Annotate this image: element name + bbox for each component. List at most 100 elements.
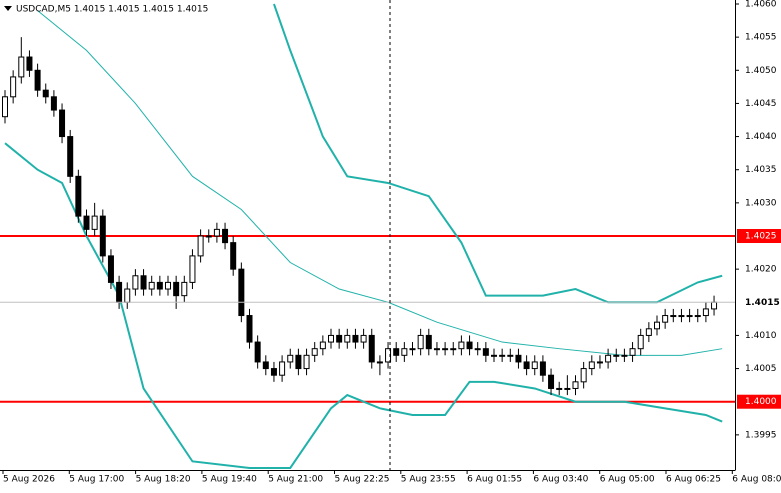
x-tick-label: 6 Aug 03:40	[533, 475, 588, 485]
x-tick-label: 6 Aug 05:00	[600, 475, 655, 485]
candle-body	[629, 348, 636, 356]
candle-body	[670, 315, 677, 318]
candle-body	[474, 348, 481, 351]
candle-body	[99, 215, 106, 257]
candle-body	[213, 228, 220, 237]
y-tick-label: 1.4035	[745, 165, 777, 175]
candle-body	[173, 281, 180, 297]
candle-body	[270, 368, 277, 376]
x-tick-label: 6 Aug 06:25	[666, 475, 721, 485]
bollinger-band	[37, 10, 723, 356]
candle-body	[385, 348, 392, 363]
candle-body	[319, 341, 326, 350]
candle-body	[246, 315, 253, 343]
y-tick-label: 1.3995	[745, 430, 777, 440]
candle-body	[360, 334, 367, 343]
candle-body	[50, 96, 57, 111]
candle-body	[26, 56, 33, 71]
level-label-bg	[737, 394, 781, 409]
candle-body	[711, 301, 718, 310]
candle-body	[181, 281, 188, 297]
candle-body	[482, 348, 489, 356]
candle-body	[287, 354, 294, 363]
candle-body	[295, 354, 302, 370]
candle-body	[238, 268, 245, 317]
candle-body	[458, 341, 465, 350]
candle-body	[189, 255, 196, 283]
candle-body	[230, 242, 237, 270]
candle-body	[596, 361, 603, 364]
plot-area	[0, 3, 735, 469]
candle-body	[662, 315, 669, 323]
menu-arrow	[4, 6, 12, 11]
last-price-bg	[737, 295, 781, 310]
y-tick-label: 1.4050	[745, 66, 777, 76]
candle-body	[637, 334, 644, 350]
candle-body	[556, 387, 563, 390]
candle-body	[328, 334, 334, 343]
y-tick-label: 1.4010	[745, 331, 777, 341]
candle-body	[539, 361, 546, 376]
y-tick-label: 1.4040	[745, 132, 777, 142]
candle-body	[368, 334, 375, 363]
x-tick-label: 6 Aug 01:55	[467, 475, 522, 485]
x-tick-label: 6 Aug 08:05	[732, 475, 781, 485]
x-tick-label: 5 Aug 17:00	[69, 475, 124, 485]
y-tick-label: 1.4030	[745, 198, 777, 208]
candle-body	[417, 334, 424, 350]
y-tick-label: 1.4055	[745, 33, 777, 43]
candle-body	[107, 255, 114, 283]
candle-body	[564, 387, 571, 390]
candle-body	[42, 89, 49, 98]
candle-body	[148, 281, 155, 290]
x-tick-label: 5 Aug 18:20	[136, 475, 191, 485]
candle-body	[91, 215, 98, 230]
candle-body	[694, 315, 701, 318]
candle-body	[531, 361, 538, 370]
candle-body	[702, 308, 709, 317]
level-label: 1.4000	[745, 397, 777, 407]
candle-body	[59, 109, 66, 138]
candle-body	[197, 235, 204, 257]
x-tick-label: 5 Aug 19:40	[202, 475, 257, 485]
y-tick-label: 1.4060	[745, 0, 777, 10]
candle-body	[466, 341, 473, 350]
y-tick-label: 1.4045	[745, 99, 777, 109]
candle-body	[262, 361, 269, 370]
candle-body	[523, 361, 530, 370]
candle-body	[34, 69, 41, 91]
candle-body	[409, 348, 416, 351]
candle-body	[686, 315, 693, 318]
candle-body	[18, 56, 25, 78]
y-tick-label: 1.4005	[745, 364, 777, 374]
candle-body	[580, 368, 587, 383]
candle-body	[156, 281, 163, 290]
candle-body	[222, 228, 229, 244]
candle-body	[548, 374, 555, 389]
x-tick-label: 5 Aug 23:55	[401, 475, 456, 485]
candle-body	[515, 354, 522, 363]
candle-body	[83, 215, 90, 230]
x-tick-label: 5 Aug 21:00	[268, 475, 323, 485]
chart-title: USDCAD,M5 1.4015 1.4015 1.4015 1.4015	[16, 5, 208, 15]
candle-body	[401, 348, 408, 356]
candle-body	[450, 348, 457, 351]
candle-body	[140, 275, 147, 290]
candle-body	[67, 136, 74, 177]
candle-body	[507, 354, 514, 357]
candle-body	[116, 281, 123, 303]
candle-body	[425, 334, 432, 350]
candle-body	[491, 354, 497, 357]
candle-body	[645, 328, 652, 336]
candle-body	[499, 354, 506, 357]
candle-body	[75, 175, 82, 217]
candle-body	[442, 348, 449, 351]
candle-body	[279, 361, 286, 376]
last-price-label: 1.4015	[745, 298, 780, 308]
candle-body	[352, 334, 359, 343]
x-tick-label: 5 Aug 2026	[3, 475, 55, 485]
x-tick-label: 5 Aug 22:25	[335, 475, 390, 485]
candle-body	[336, 334, 343, 343]
